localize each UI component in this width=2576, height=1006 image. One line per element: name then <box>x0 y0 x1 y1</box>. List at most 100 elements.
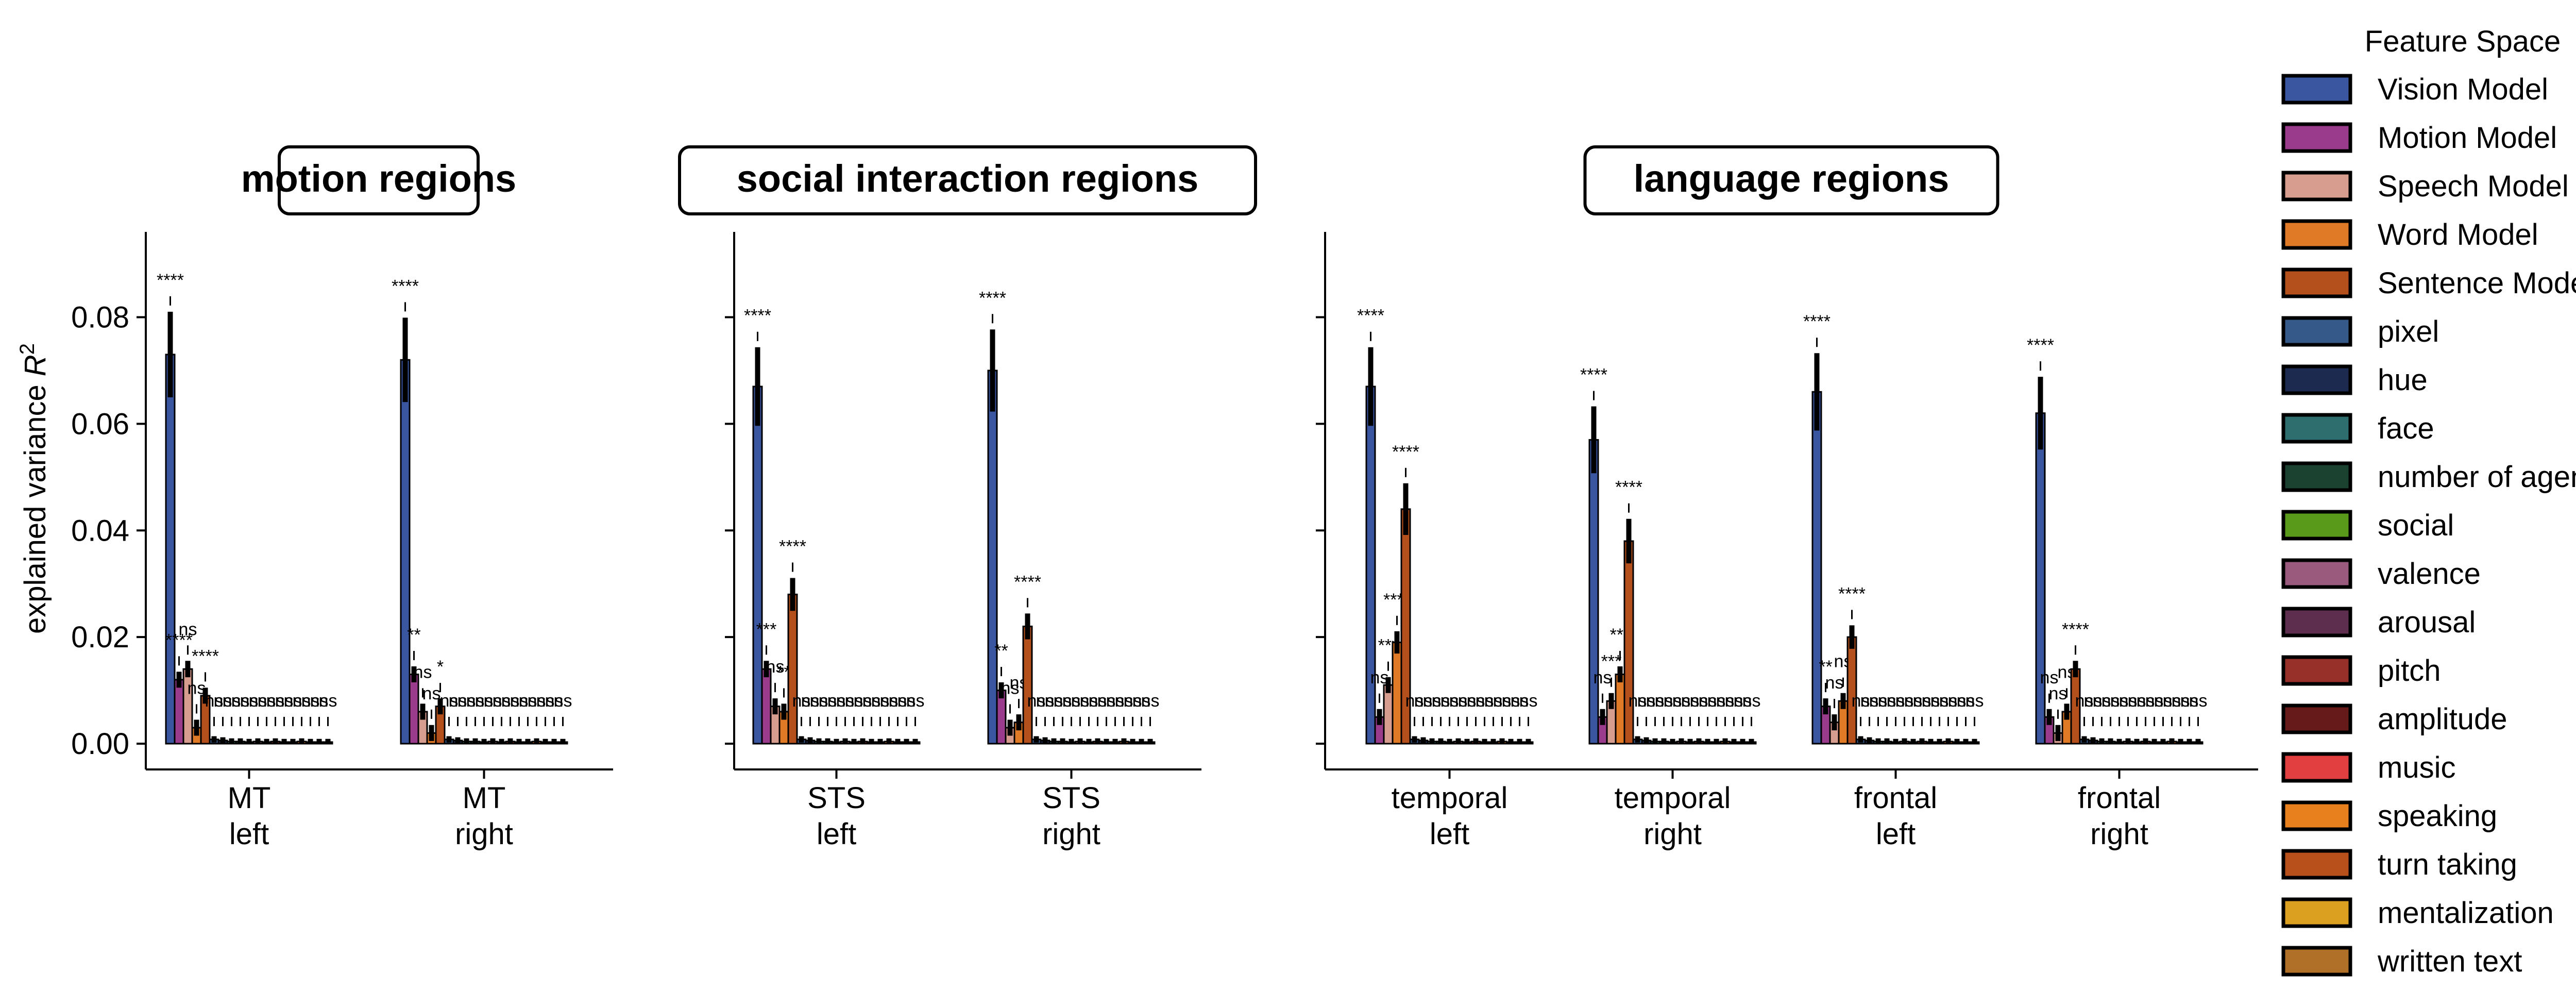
significance-label: ns <box>1939 691 1958 711</box>
significance-label: ns <box>2128 691 2146 711</box>
significance-label: ns <box>545 691 564 711</box>
significance-label: ns <box>1895 691 1914 711</box>
legend-swatch <box>2281 897 2352 928</box>
bar <box>174 679 184 745</box>
significance-label: ns <box>1965 691 1984 711</box>
significance-label: **** <box>744 306 771 326</box>
legend-swatch <box>2281 607 2352 638</box>
bar <box>752 385 763 745</box>
significance-label: ns <box>275 691 294 711</box>
bar-group: ******nsns****nsnsnsnsnsnsnsnsnsnsnsnsns… <box>1803 312 1984 851</box>
legend-label: valence <box>2378 557 2481 591</box>
y-axis-label-symbol: R <box>19 355 52 376</box>
significance-label: ns <box>293 691 311 711</box>
legend-swatch <box>2281 655 2352 686</box>
legend-swatch <box>2281 849 2352 880</box>
significance-label: ns <box>1672 691 1691 711</box>
legend-swatch <box>2281 946 2352 977</box>
significance-label: ns <box>1948 691 1967 711</box>
legend-swatch <box>2281 267 2352 298</box>
significance-label: ns <box>310 691 329 711</box>
significance-label: ns <box>1097 691 1116 711</box>
significance-label: ns <box>1106 691 1125 711</box>
significance-label: ns <box>810 691 828 711</box>
y-axis-label-exponent: 2 <box>16 343 39 355</box>
significance-label: ns <box>871 691 890 711</box>
x-tick-label: temporal <box>1392 781 1508 815</box>
x-tick-label: right <box>1042 817 1100 851</box>
significance-label: ns <box>1493 691 1512 711</box>
panel-1: motion regions0.000.020.040.060.08******… <box>71 145 613 851</box>
significance-label: ns <box>1519 691 1538 711</box>
significance-label: ns <box>862 691 881 711</box>
significance-label: ns <box>801 691 820 711</box>
significance-label: ns <box>1922 691 1940 711</box>
legend-swatch <box>2281 74 2352 105</box>
significance-label: ns <box>519 691 537 711</box>
significance-label: ** <box>1819 657 1832 677</box>
legend-label: Speech Model <box>2378 170 2569 203</box>
legend-label: pitch <box>2378 654 2441 688</box>
x-tick-label: MT <box>228 781 271 815</box>
x-tick-label: frontal <box>2078 781 2161 815</box>
bar-group: ********nsns****nsnsnsnsnsnsnsnsnsnsnsns… <box>157 271 337 851</box>
significance-label: ns <box>1484 691 1503 711</box>
significance-label: ns <box>827 691 846 711</box>
significance-label: ns <box>1467 691 1485 711</box>
significance-label: **** <box>779 537 806 557</box>
significance-label: ns <box>1141 691 1160 711</box>
significance-label: ns <box>501 691 520 711</box>
bar <box>1615 674 1625 745</box>
legend-label: music <box>2378 751 2455 784</box>
legend-label: social <box>2378 509 2454 542</box>
significance-label: ns <box>240 691 259 711</box>
significance-label: ns <box>510 691 529 711</box>
legend-label: amplitude <box>2378 702 2507 736</box>
significance-label: ns <box>2110 691 2129 711</box>
significance-label: ns <box>1132 691 1151 711</box>
significance-label: ns <box>1637 691 1656 711</box>
significance-label: ns <box>2154 691 2173 711</box>
significance-label: ns <box>2102 691 2120 711</box>
y-tick-label: 0.08 <box>71 301 129 334</box>
legend-label: written text <box>2377 945 2522 978</box>
significance-label: ns <box>1860 691 1879 711</box>
legend-swatch <box>2281 413 2352 444</box>
bar-group: ****ns***********nsnsnsnsnsnsnsnsnsnsnsn… <box>1357 306 1537 851</box>
significance-label: ns <box>1646 691 1665 711</box>
significance-label: ns <box>449 691 467 711</box>
significance-label: ns <box>1664 691 1682 711</box>
legend-label: number of agents <box>2378 460 2576 494</box>
significance-label: ns <box>1707 691 1726 711</box>
bar <box>761 668 772 745</box>
x-tick-label: right <box>455 817 513 851</box>
significance-label: ns <box>249 691 267 711</box>
significance-label: ns <box>457 691 476 711</box>
bar <box>1022 625 1033 745</box>
significance-label: ns <box>319 691 337 711</box>
significance-label: ns <box>205 691 224 711</box>
significance-label: ns <box>2119 691 2138 711</box>
significance-label: ns <box>1904 691 1923 711</box>
significance-label: **** <box>2027 336 2054 355</box>
legend: Feature Space Vision Model Motion Model Spe… <box>2281 25 2576 978</box>
legend-label: hue <box>2378 363 2428 397</box>
significance-label: **** <box>1580 365 1607 385</box>
axes-layer: explained variance R2 motion regions 0.00 0… <box>16 145 2258 851</box>
legend-label: turn taking <box>2378 848 2517 881</box>
significance-label: ns <box>1629 691 1647 711</box>
significance-label: ns <box>223 691 241 711</box>
significance-label: ns <box>1476 691 1494 711</box>
bar <box>787 593 798 745</box>
significance-label: **** <box>392 276 419 296</box>
significance-label: ns <box>1001 678 1020 698</box>
significance-label: **** <box>2062 619 2089 639</box>
significance-label: ns <box>854 691 872 711</box>
bar-group: ******nsns****nsnsnsnsnsnsnsnsnsnsnsnsns… <box>979 288 1159 851</box>
significance-label: ns <box>1440 691 1459 711</box>
legend-label: pixel <box>2378 315 2439 348</box>
significance-label: **** <box>1838 584 1866 603</box>
x-tick-label: right <box>2090 817 2148 851</box>
significance-label: ns <box>536 691 555 711</box>
